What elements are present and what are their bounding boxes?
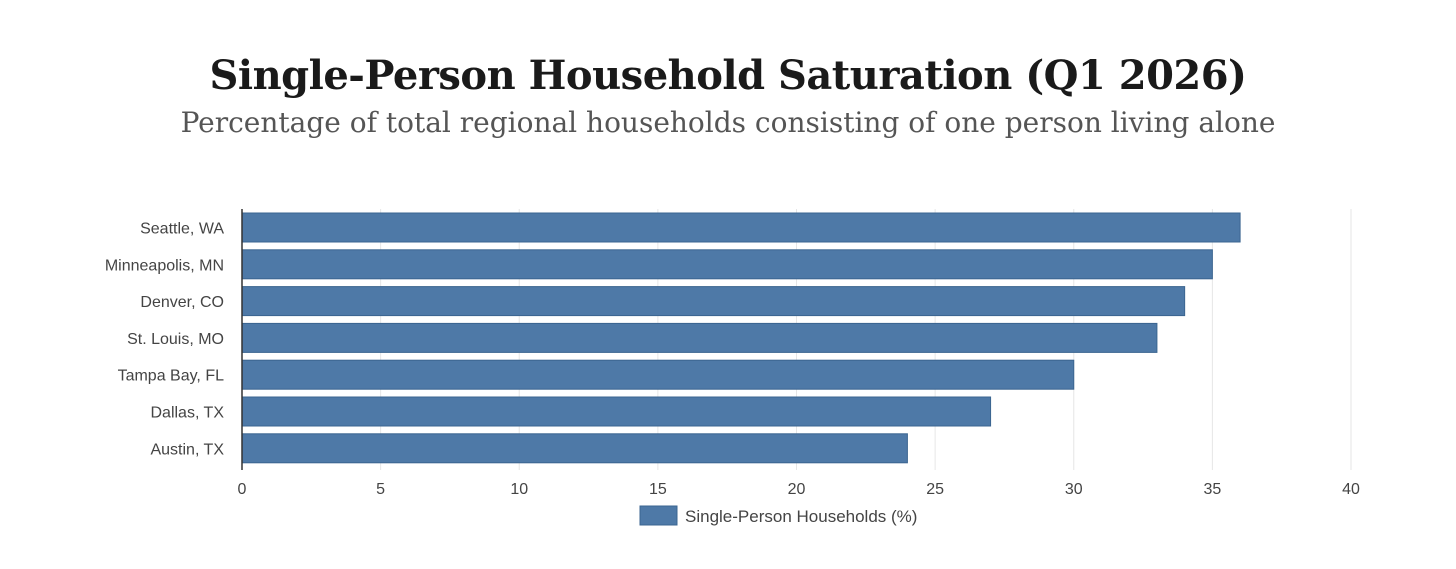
- legend: Single-Person Households (%): [639, 505, 917, 526]
- bar: [241, 396, 992, 427]
- x-tick-label: 0: [238, 481, 247, 498]
- chart-subtitle: Percentage of total regional households …: [180, 106, 1276, 139]
- bars: [241, 212, 1241, 464]
- chart-title: Single-Person Household Saturation (Q1 2…: [209, 52, 1247, 99]
- x-tick-labels: 0 5 10 15 20 25 30 35 40: [238, 481, 1360, 498]
- bar: [241, 249, 1213, 280]
- x-tick-label: 15: [649, 481, 667, 498]
- bar: [241, 212, 1241, 243]
- category-label: Tampa Bay, FL: [118, 368, 225, 385]
- category-label: St. Louis, MO: [127, 331, 224, 348]
- bar: [241, 359, 1075, 390]
- x-tick-label: 10: [510, 481, 528, 498]
- category-labels: Seattle, WA Minneapolis, MN Denver, CO St. …: [105, 221, 224, 459]
- x-tick-label: 30: [1065, 481, 1083, 498]
- x-tick-label: 5: [376, 481, 385, 498]
- category-label: Denver, CO: [140, 294, 224, 311]
- x-tick-label: 25: [926, 481, 944, 498]
- x-tick-label: 40: [1342, 481, 1360, 498]
- category-label: Dallas, TX: [150, 405, 224, 422]
- legend-swatch: [639, 505, 678, 526]
- bar: [241, 286, 1186, 317]
- category-label: Seattle, WA: [140, 221, 224, 238]
- category-label: Austin, TX: [150, 441, 224, 458]
- x-tick-label: 20: [788, 481, 806, 498]
- x-tick-label: 35: [1203, 481, 1221, 498]
- bar: [241, 322, 1158, 353]
- bar: [241, 433, 908, 464]
- legend-label: Single-Person Households (%): [685, 507, 917, 526]
- category-label: Minneapolis, MN: [105, 257, 224, 274]
